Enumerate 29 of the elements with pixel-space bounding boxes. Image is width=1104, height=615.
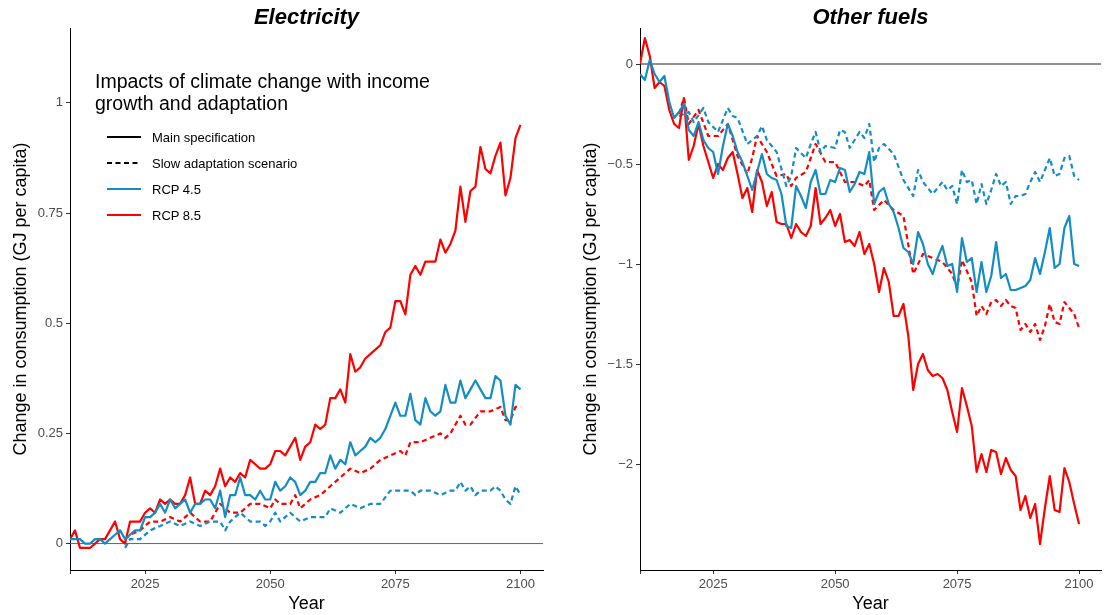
y-tick-label: −1 [618,255,633,271]
legend-title: Impacts of climate change with income growth and adaptation [95,70,431,114]
x-tick-label: 2100 [506,576,535,592]
x-tick-label: 2075 [942,576,972,592]
y-tick-label: −1.5 [607,355,633,371]
x-tick-label: 2050 [255,576,285,592]
x-tick-label: 2075 [380,576,410,592]
x-axis-title: Year [288,593,325,614]
y-axis-title: Change in consumption (GJ per capita) [579,142,600,456]
y-tick-label: −2 [618,455,633,471]
legend-label: RCP 8.5 [152,207,201,223]
y-tick-label: 0.25 [37,424,63,440]
chart-title: Other fuels [811,3,930,31]
legend-label: Slow adaptation scenario [152,155,298,171]
x-tick-label: 2025 [130,576,160,592]
x-tick-label: 2100 [1064,576,1094,592]
x-tick-label: 2025 [698,576,728,592]
y-tick-label: −0.5 [607,155,633,171]
y-tick-label: 0.5 [44,314,63,330]
x-axis-title: Year [852,593,889,614]
legend-label: Main specification [152,129,256,145]
y-tick-label: 1 [55,94,63,110]
y-tick-label: 0.75 [37,204,63,220]
chart-title: Electricity [252,3,361,31]
y-tick-label: 0 [625,55,633,71]
y-axis-title: Change in consumption (GJ per capita) [9,142,30,456]
legend-label: RCP 4.5 [152,181,201,197]
y-tick-label: 0 [55,535,63,551]
x-tick-label: 2050 [820,576,850,592]
